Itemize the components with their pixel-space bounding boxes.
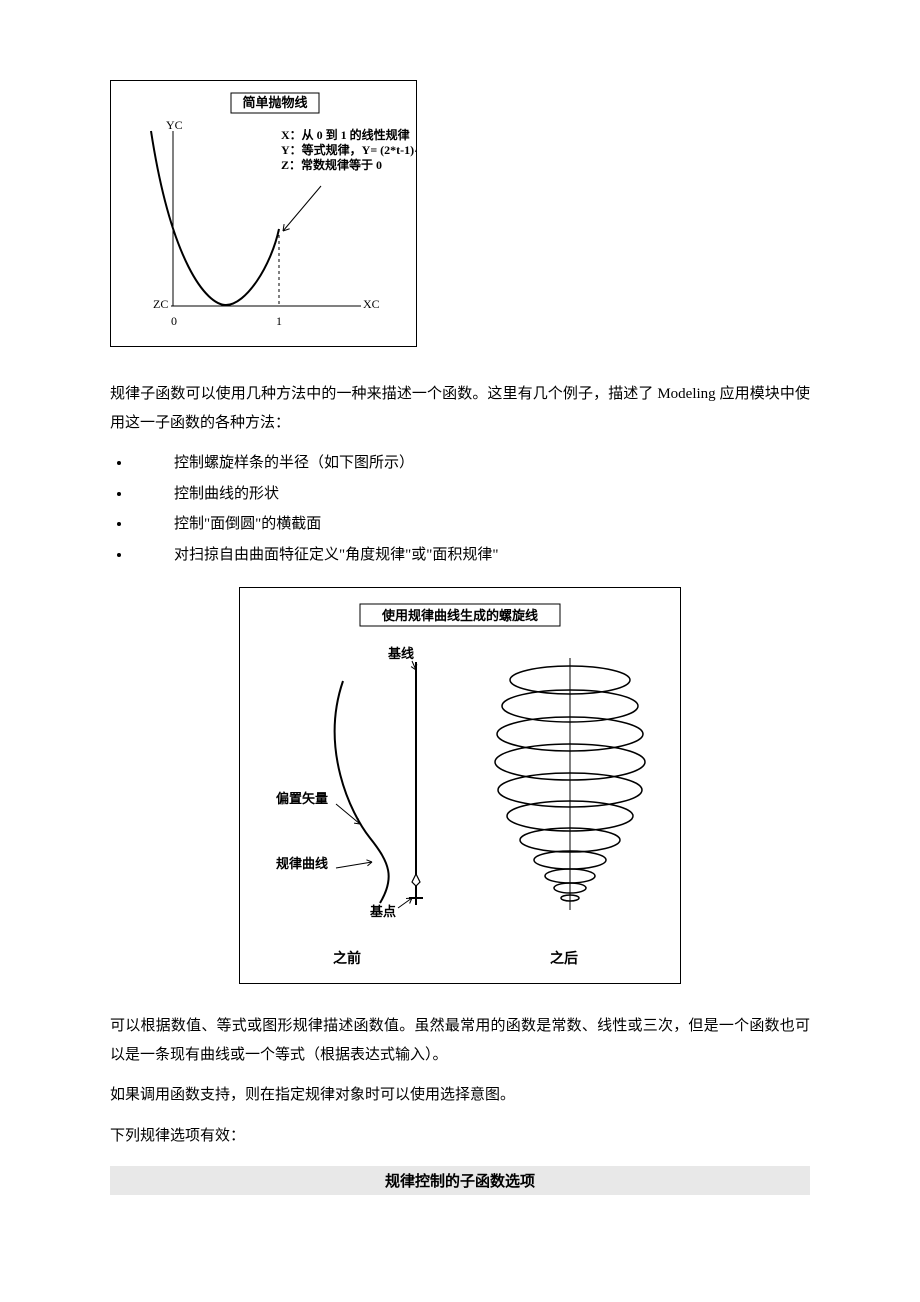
bullet-item: 控制曲线的形状 xyxy=(132,480,810,509)
svg-text:之前: 之前 xyxy=(333,950,361,967)
section-header: 规律控制的子函数选项 xyxy=(110,1166,810,1195)
paragraph-3: 如果调用函数支持，则在指定规律对象时可以使用选择意图。 xyxy=(110,1081,810,1110)
svg-text:简单抛物线: 简单抛物线 xyxy=(242,95,307,110)
figure-1-wrapper: 简单抛物线 YC XC ZC0 1 X：从 0 到 1 的线性规律Y：等式规律，Y= (2… xyxy=(110,80,810,352)
svg-text:Y：等式规律，Y= (2*t-1)^2: Y：等式规律，Y= (2*t-1)^2 xyxy=(281,142,417,157)
svg-text:Z：常数规律等于 0: Z：常数规律等于 0 xyxy=(281,157,382,172)
svg-text:ZC: ZC xyxy=(153,297,168,311)
svg-text:规律曲线: 规律曲线 xyxy=(276,856,328,871)
bullet-item: 控制"面倒圆"的横截面 xyxy=(132,510,810,539)
svg-text:基线: 基线 xyxy=(387,646,414,661)
svg-text:偏置矢量: 偏置矢量 xyxy=(276,791,328,806)
svg-text:XC: XC xyxy=(363,297,380,311)
svg-text:1: 1 xyxy=(276,314,282,328)
paragraph-4: 下列规律选项有效： xyxy=(110,1122,810,1151)
bullet-item: 对扫掠自由曲面特征定义"角度规律"或"面积规律" xyxy=(132,541,810,570)
figure-1: 简单抛物线 YC XC ZC0 1 X：从 0 到 1 的线性规律Y：等式规律，Y= (2… xyxy=(110,80,417,347)
paragraph-1: 规律子函数可以使用几种方法中的一种来描述一个函数。这里有几个例子，描述了 Mod… xyxy=(110,380,810,437)
bullet-item: 控制螺旋样条的半径（如下图所示） xyxy=(132,449,810,478)
svg-text:YC: YC xyxy=(166,118,183,132)
figure-2: 使用规律曲线生成的螺旋线基线偏置矢量规律曲线基点之前 之后 xyxy=(239,587,681,984)
svg-text:0: 0 xyxy=(171,314,177,328)
paragraph-2: 可以根据数值、等式或图形规律描述函数值。虽然最常用的函数是常数、线性或三次，但是… xyxy=(110,1012,810,1069)
bullet-list: 控制螺旋样条的半径（如下图所示） 控制曲线的形状 控制"面倒圆"的横截面 对扫掠… xyxy=(110,449,810,569)
figure-2-wrapper: 使用规律曲线生成的螺旋线基线偏置矢量规律曲线基点之前 之后 xyxy=(110,587,810,984)
svg-text:基点: 基点 xyxy=(369,904,396,919)
svg-text:之后: 之后 xyxy=(550,950,578,967)
svg-text:X：从 0 到 1 的线性规律: X：从 0 到 1 的线性规律 xyxy=(281,127,410,142)
svg-text:使用规律曲线生成的螺旋线: 使用规律曲线生成的螺旋线 xyxy=(381,608,538,623)
document-page: 简单抛物线 YC XC ZC0 1 X：从 0 到 1 的线性规律Y：等式规律，Y= (2… xyxy=(0,0,920,1255)
